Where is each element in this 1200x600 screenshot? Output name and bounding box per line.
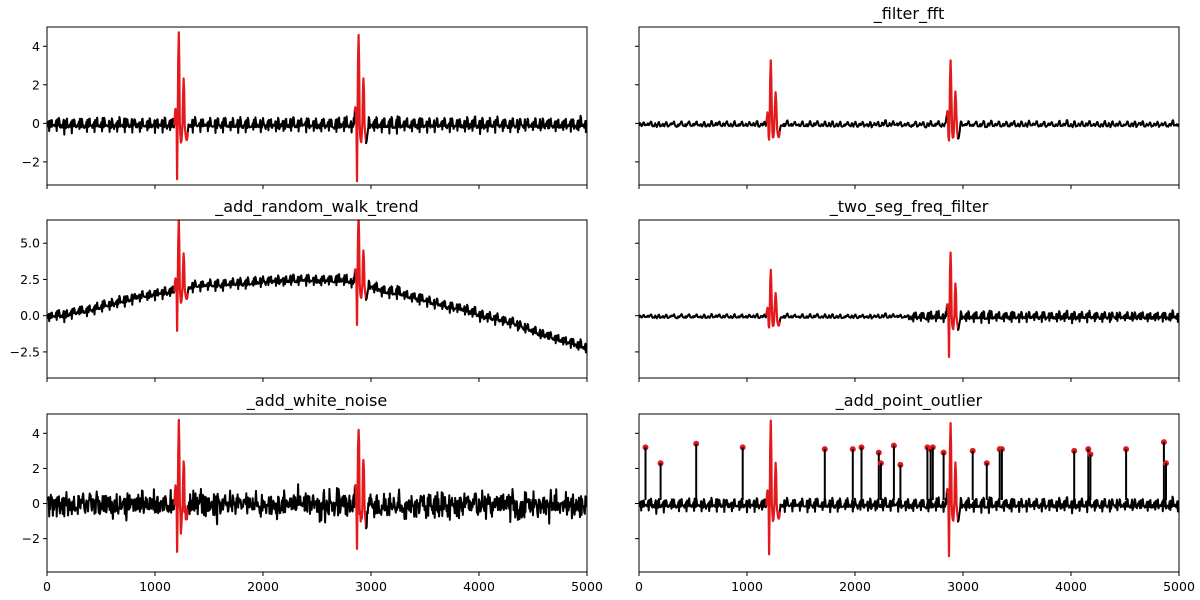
- signal-line: [957, 119, 1179, 140]
- axes-frame: [46, 413, 588, 573]
- anomaly-segment: [353, 220, 368, 327]
- axes-frame: [46, 219, 588, 379]
- x-tick-label: 4000: [463, 579, 495, 594]
- y-tick-label: 0: [32, 116, 40, 131]
- y-tick-label: −2.5: [10, 344, 40, 359]
- subplot-4: _two_seg_freq_filter: [635, 197, 1180, 382]
- x-tick-label: 5000: [1163, 579, 1195, 594]
- axes-frame: [638, 26, 1180, 186]
- signal-line: [47, 285, 176, 324]
- y-tick-label: 0.0: [20, 308, 40, 323]
- x-tick-label: 4000: [1055, 579, 1087, 594]
- signal-line: [639, 313, 768, 320]
- axes-frame: [46, 26, 588, 186]
- x-tick-label: 3000: [355, 579, 387, 594]
- signal-line: [639, 496, 768, 515]
- subplot-1: 4 2 0 −2: [22, 26, 588, 189]
- x-tick-label: 3000: [947, 579, 979, 594]
- axes-frame: [638, 219, 1180, 379]
- y-tick-label: 2: [32, 77, 40, 92]
- y-tick-label: −2: [22, 531, 40, 546]
- x-tick-label: 1000: [731, 579, 763, 594]
- x-tick-label: 1000: [139, 579, 171, 594]
- x-tick-label: 0: [43, 579, 51, 594]
- signal-line: [639, 120, 768, 129]
- signal-line: [957, 495, 1179, 523]
- signal-line: [365, 279, 587, 354]
- signal-line: [778, 114, 948, 131]
- anomaly-segment: [765, 268, 781, 329]
- anomaly-segment: [173, 31, 189, 181]
- y-tick-label: 2: [32, 461, 40, 476]
- x-tick-label: 2000: [839, 579, 871, 594]
- signal-line: [186, 271, 356, 294]
- anomaly-segment: [353, 33, 368, 183]
- x-tick-label: 2000: [247, 579, 279, 594]
- subplot-title: _add_white_noise: [246, 391, 387, 411]
- signal-line: [957, 309, 1179, 331]
- subplot-2: _filter_fft: [635, 4, 1180, 189]
- signal-line: [186, 483, 356, 526]
- anomaly-segment: [173, 220, 189, 332]
- y-tick-label: 2.5: [20, 272, 40, 287]
- subplot-title: _filter_fft: [873, 4, 945, 24]
- anomaly-segment: [353, 428, 368, 550]
- subplot-title: _add_point_outlier: [835, 391, 983, 411]
- subplot-title: _add_random_walk_trend: [214, 197, 418, 217]
- signal-line: [778, 491, 948, 514]
- signal-line: [778, 305, 948, 324]
- subplot-5: _add_white_noise 4 2 0 −2 0 1000 2000 3000 4000 50…: [22, 391, 603, 594]
- y-tick-label: 0: [32, 496, 40, 511]
- x-tick-label: 5000: [571, 579, 603, 594]
- y-tick-label: 5.0: [20, 236, 40, 251]
- anomaly-segment: [945, 422, 960, 558]
- subplot-6: _add_point_outlier 0 1000 2000 3000 4000 5000: [635, 391, 1195, 594]
- signal-line: [47, 488, 176, 522]
- anomaly-segment: [173, 418, 189, 553]
- axes-frame: [638, 413, 1180, 573]
- x-tick-label: 0: [635, 579, 643, 594]
- signal-line: [186, 109, 356, 134]
- anomaly-segment: [945, 59, 960, 142]
- signal-line: [365, 114, 587, 145]
- signal-line: [47, 116, 176, 136]
- subplot-3: _add_random_walk_trend 5.0 2.5 0.0 −2.5: [10, 197, 588, 382]
- y-tick-label: 4: [32, 39, 40, 54]
- anomaly-segment: [765, 59, 781, 141]
- anomaly-segment: [945, 251, 960, 359]
- anomaly-segment: [765, 419, 781, 556]
- y-tick-label: 4: [32, 426, 40, 441]
- subplot-title: _two_seg_freq_filter: [829, 197, 989, 217]
- signal-line: [365, 488, 587, 530]
- y-tick-label: −2: [22, 154, 40, 169]
